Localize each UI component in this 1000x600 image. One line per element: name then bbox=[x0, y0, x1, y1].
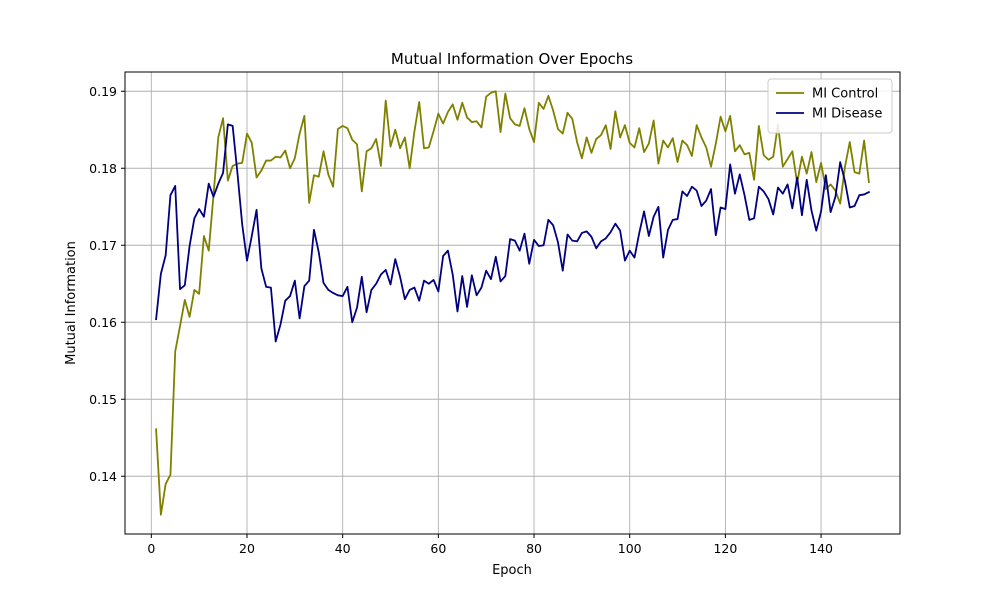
x-tick-label: 40 bbox=[335, 541, 351, 556]
chart-title: Mutual Information Over Epochs bbox=[391, 50, 633, 68]
plot-frame bbox=[124, 71, 901, 535]
y-tick-label: 0.19 bbox=[89, 84, 117, 99]
x-tick-label: 60 bbox=[430, 541, 446, 556]
series-line-mi-disease bbox=[155, 123, 871, 343]
series-line-mi-control bbox=[155, 90, 870, 516]
x-tick-label: 0 bbox=[147, 541, 155, 556]
legend-label: MI Control bbox=[812, 87, 878, 102]
x-tick-label: 120 bbox=[713, 541, 737, 556]
x-tick-label: 100 bbox=[618, 541, 642, 556]
axis-layer: 0 20 40 60 80 100 120 140 0.14 0.15 0.16 0.17 0.18 0.… bbox=[89, 84, 833, 556]
y-tick-label: 0.18 bbox=[89, 161, 117, 176]
y-tick-label: 0.16 bbox=[89, 315, 117, 330]
y-tick-label: 0.15 bbox=[89, 392, 117, 407]
x-tick-label: 80 bbox=[526, 541, 542, 556]
series-layer bbox=[155, 90, 871, 516]
x-tick-label: 140 bbox=[809, 541, 833, 556]
y-tick-label: 0.17 bbox=[89, 238, 117, 253]
y-axis-label: Mutual Information bbox=[64, 241, 79, 365]
grid-layer bbox=[125, 72, 900, 534]
x-tick-label: 20 bbox=[239, 541, 255, 556]
legend: MI Control MI Disease bbox=[767, 78, 893, 134]
legend-label: MI Disease bbox=[812, 107, 882, 122]
x-axis-label: Epoch bbox=[492, 563, 532, 578]
y-tick-label: 0.14 bbox=[89, 469, 117, 484]
